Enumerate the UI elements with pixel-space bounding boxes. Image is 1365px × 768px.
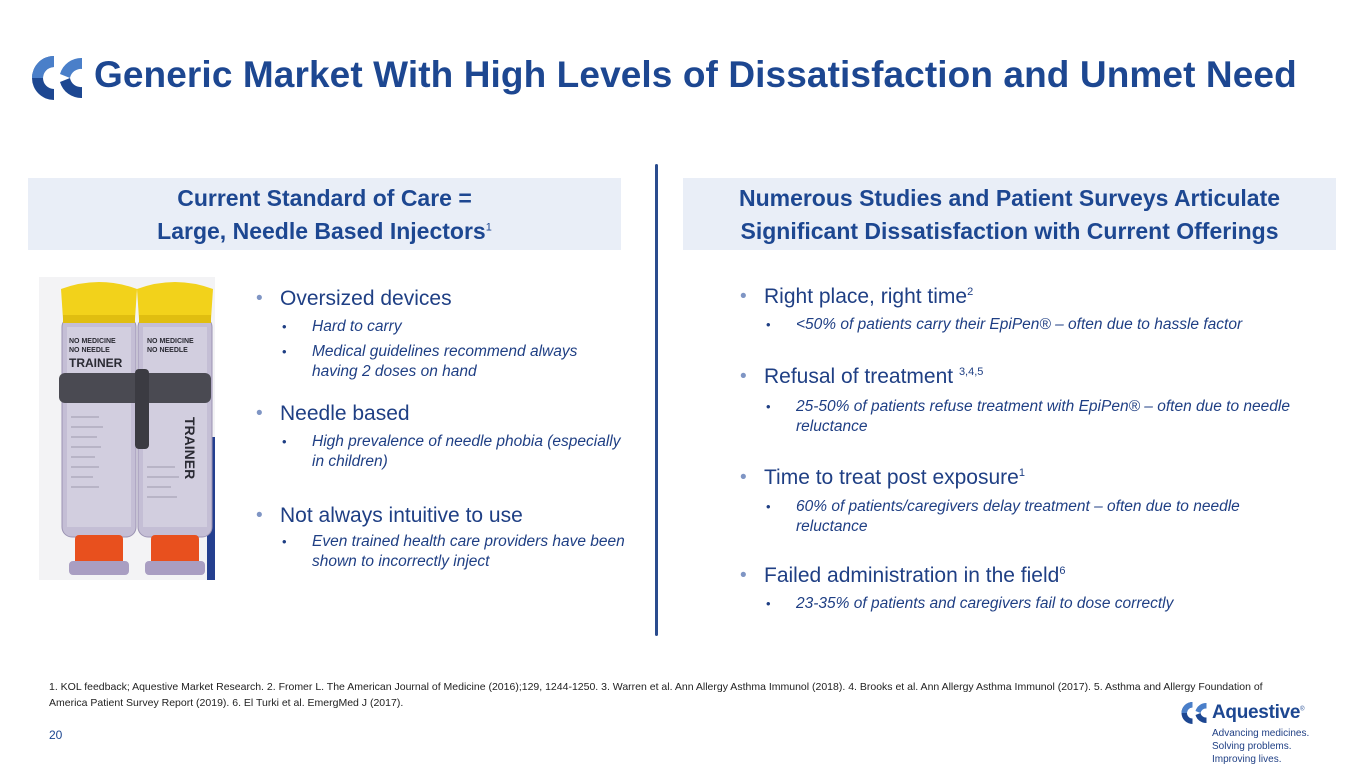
left-header-line2-wrap: Large, Needle Based Injectors1 <box>28 215 621 248</box>
tagline-line: Improving lives. <box>1212 754 1282 765</box>
bullet-text: Refusal of treatment <box>764 365 959 388</box>
aquestive-logo-icon <box>32 56 82 100</box>
bullet-failed-administration: Failed administration in the field6 <box>740 563 1300 589</box>
bullet-text: Right place, right time <box>764 285 968 308</box>
aquestive-small-logo-icon <box>1181 702 1207 724</box>
auto-injector-photo: NO MEDICINE NO NEEDLE TRAINER NO MEDICIN… <box>39 277 215 580</box>
left-header-line1: Current Standard of Care = <box>177 185 472 211</box>
brand-tagline: Advancing medicines. Solving problems. I… <box>1212 727 1328 766</box>
label-no-medicine: NO MEDICINE <box>69 338 116 345</box>
sub-bullet: <50% of patients carry their EpiPen® – o… <box>740 315 1300 335</box>
bullet-not-intuitive: Not always intuitive to use <box>256 503 626 529</box>
right-column-header: Numerous Studies and Patient Surveys Art… <box>683 178 1336 250</box>
brand-row: Aquestive® <box>1178 700 1328 726</box>
brand-logo: Aquestive® Advancing medicines. Solving … <box>1178 700 1328 766</box>
sub-bullet: 25-50% of patients refuse treatment with… <box>740 397 1300 437</box>
column-divider <box>655 164 658 636</box>
citation: 6 <box>1059 565 1066 577</box>
references-footnote: 1. KOL feedback; Aquestive Market Resear… <box>49 681 1263 709</box>
brand-name: Aquestive <box>1212 702 1301 723</box>
sub-bullet: High prevalence of needle phobia (especi… <box>256 432 626 472</box>
left-bullet-list: Oversized devices Hard to carry Medical … <box>256 286 626 572</box>
bullet-time-to-treat: Time to treat post exposure1 <box>740 465 1300 491</box>
sub-bullet: Even trained health care providers have … <box>256 532 626 572</box>
label-trainer-2: TRAINER <box>182 417 198 479</box>
label-no-needle: NO NEEDLE <box>69 347 110 354</box>
page-number: 20 <box>49 728 63 742</box>
bullet-right-place: Right place, right time2 <box>740 284 1300 310</box>
citation: 1 <box>1018 467 1025 479</box>
citation: 3,4,5 <box>958 366 984 378</box>
sub-bullet: 23-35% of patients and caregivers fail t… <box>740 594 1300 614</box>
sub-bullet: Hard to carry <box>256 317 626 337</box>
label-no-medicine-2: NO MEDICINE <box>147 338 194 345</box>
tagline-line: Solving problems. <box>1212 741 1292 752</box>
right-bullet-list: Right place, right time2 <50% of patient… <box>740 284 1300 614</box>
auto-injector-illustration: NO MEDICINE NO NEEDLE TRAINER NO MEDICIN… <box>39 277 215 580</box>
label-trainer: TRAINER <box>69 356 123 370</box>
sub-bullet: 60% of patients/caregivers delay treatme… <box>740 497 1300 537</box>
left-header-line2: Large, Needle Based Injectors <box>157 218 486 244</box>
left-header-sup: 1 <box>485 221 492 234</box>
tagline-line: Advancing medicines. <box>1212 728 1310 739</box>
brand-name-wrap: Aquestive® <box>1212 702 1305 724</box>
bullet-text: Failed administration in the field <box>764 564 1060 587</box>
left-column-header: Current Standard of Care = Large, Needle… <box>28 178 621 250</box>
brand-trademark: ® <box>1300 706 1305 713</box>
label-no-needle-2: NO NEEDLE <box>147 347 188 354</box>
sub-bullet: Medical guidelines recommend always havi… <box>256 342 626 382</box>
slide-title: Generic Market With High Levels of Dissa… <box>94 54 1297 95</box>
bullet-text: Time to treat post exposure <box>764 466 1019 489</box>
bullet-needle-based: Needle based <box>256 401 626 427</box>
right-header-line2: Significant Dissatisfaction with Current… <box>740 218 1279 244</box>
bullet-refusal: Refusal of treatment 3,4,5 <box>740 364 1300 390</box>
right-header-line1: Numerous Studies and Patient Surveys Art… <box>738 185 1281 211</box>
bullet-oversized-devices: Oversized devices <box>256 286 626 312</box>
citation: 2 <box>967 286 974 298</box>
